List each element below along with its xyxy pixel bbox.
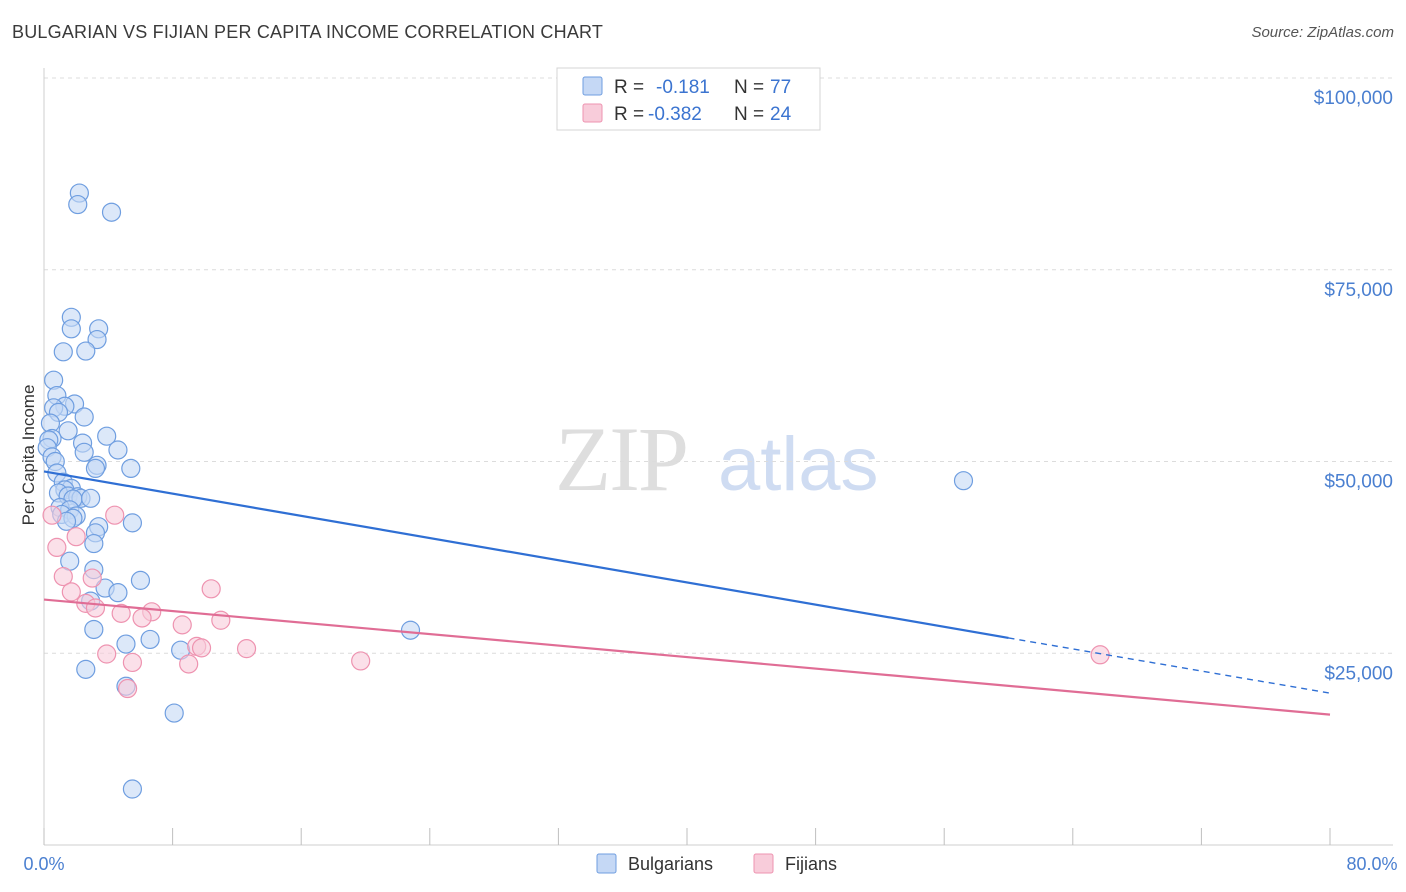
bulgarian-point-56 <box>84 619 104 640</box>
bulgarian-point-46 <box>122 513 143 533</box>
watermark-zip: ZIP <box>555 408 687 510</box>
legend-n-value-1: 77 <box>770 77 791 98</box>
bulgarian-point-7 <box>76 341 96 361</box>
legend-r-value-1: -0.181 <box>656 77 710 98</box>
fijian-trend-line <box>43 598 1331 716</box>
bulgarian-point-8 <box>53 342 73 362</box>
bulgarian-point-24 <box>74 442 94 462</box>
series-legend-swatch-bulgarians <box>596 853 617 874</box>
bulgarian-point-49 <box>84 533 104 554</box>
fijian-point-20 <box>179 654 199 674</box>
bulgarian-point-4 <box>61 319 81 339</box>
y-tick-labels: $100,000 $75,000 $50,000 $25,000 <box>1314 88 1393 684</box>
fijian-point-6 <box>201 579 221 599</box>
fijian-point-12 <box>132 608 152 628</box>
y-axis-label: Per Capita Income <box>19 385 38 526</box>
fijian-point-1 <box>105 505 125 525</box>
fijian-point-0 <box>42 505 62 525</box>
x-tick-label-right: 80.0% <box>1346 854 1397 874</box>
fijian-point-21 <box>351 651 371 671</box>
trend-lines <box>43 470 1331 716</box>
series-legend-label-bulgarians: Bulgarians <box>628 854 713 874</box>
fijian-point-10 <box>111 603 131 623</box>
fijian-point-5 <box>82 568 102 588</box>
bulgarian-point-29 <box>121 458 141 479</box>
fijian-point-16 <box>191 638 212 658</box>
bulgarian-point-64 <box>400 620 421 640</box>
series-legend-label-fijians: Fijians <box>785 854 837 874</box>
legend-r-label-2: R = <box>614 104 644 125</box>
fijian-point-2 <box>66 527 86 547</box>
fijian-point-3 <box>47 537 67 558</box>
fijian-point-9 <box>85 598 106 618</box>
x-tick-label-left: 0.0% <box>23 854 64 874</box>
legend-n-label-2: N = <box>734 104 764 125</box>
x-ticks <box>43 828 1331 845</box>
fijian-point-7 <box>61 582 81 602</box>
watermark-atlas: atlas <box>718 422 879 507</box>
bulgarian-point-54 <box>108 583 128 603</box>
legend-r-label-1: R = <box>614 77 644 98</box>
fijian-point-22 <box>117 678 138 699</box>
bulgarian-point-18 <box>97 426 117 446</box>
gridlines <box>44 77 1393 654</box>
bulgarian-trend-line-extension <box>1008 637 1331 694</box>
bulgarian-point-17 <box>58 421 78 441</box>
bulgarian-point-1 <box>68 194 88 215</box>
legend-n-value-2: 24 <box>770 104 792 125</box>
data-points <box>37 183 1110 799</box>
fijian-point-4 <box>53 566 73 587</box>
bulgarian-point-15 <box>74 407 94 427</box>
bulgarian-point-23 <box>108 440 128 460</box>
bulgarian-point-6 <box>87 329 107 350</box>
bulgarian-point-60 <box>76 659 96 679</box>
chart-source: Source: ZipAtlas.com <box>1251 24 1394 41</box>
bulgarian-point-39 <box>81 488 101 508</box>
bulgarian-point-63 <box>122 779 143 799</box>
y-tick-label-3: $25,000 <box>1324 663 1393 684</box>
legend-swatch-fijians <box>582 103 603 123</box>
legend-n-label-1: N = <box>734 77 764 98</box>
series-legend: Bulgarians Fijians <box>596 853 837 874</box>
bulgarian-point-58 <box>116 634 136 654</box>
fijian-point-19 <box>122 652 143 673</box>
fijian-point-14 <box>172 615 192 635</box>
bulgarian-trend-line <box>43 470 1009 639</box>
legend-swatch-bulgarians <box>582 76 603 96</box>
series-legend-swatch-fijians <box>753 853 774 874</box>
bulgarian-point-52 <box>130 570 151 590</box>
bulgarian-point-57 <box>140 629 160 650</box>
fijian-point-18 <box>97 644 117 664</box>
chart-title: BULGARIAN VS FIJIAN PER CAPITA INCOME CO… <box>12 22 604 42</box>
bulgarian-point-28 <box>85 458 106 479</box>
fijian-point-17 <box>236 639 257 659</box>
correlation-legend: R = -0.181 N = 77 R = -0.382 N = 24 <box>556 67 821 131</box>
y-tick-label-0: $100,000 <box>1314 88 1393 109</box>
bulgarian-point-62 <box>164 703 184 723</box>
bulgarian-point-65 <box>953 471 974 491</box>
legend-r-value-2: -0.382 <box>648 104 702 125</box>
y-tick-label-2: $50,000 <box>1324 472 1393 493</box>
bulgarian-point-2 <box>101 202 122 222</box>
y-tick-label-1: $75,000 <box>1324 280 1393 301</box>
